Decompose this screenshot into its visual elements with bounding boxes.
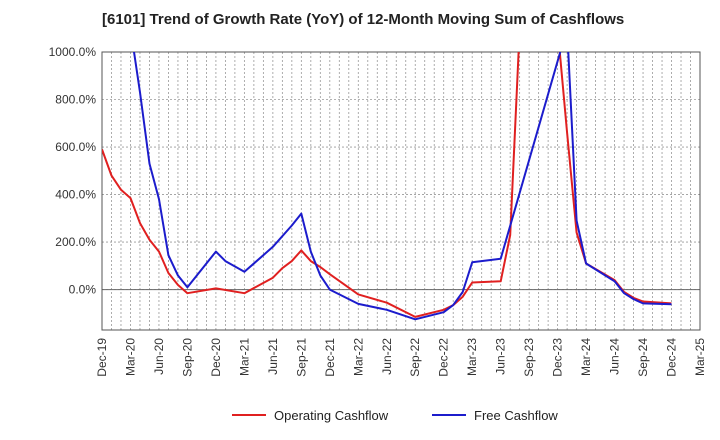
x-tick-label: Mar-21 <box>237 338 251 376</box>
x-tick-label: Mar-20 <box>123 338 137 376</box>
y-axis-ticks: 1000.0% 800.0% 600.0% 400.0% 200.0% 0.0% <box>49 45 97 297</box>
y-tick-label: 200.0% <box>55 235 96 249</box>
x-axis-ticks: Dec-19 Mar-20 Jun-20 Sep-20 Dec-20 Mar-21 Jun-… <box>95 338 707 377</box>
x-tick-label: Dec-23 <box>551 338 565 377</box>
x-tick-label: Dec-21 <box>323 338 337 377</box>
x-tick-label: Jun-21 <box>266 338 280 375</box>
legend-label: Free Cashflow <box>474 408 558 423</box>
x-tick-label: Dec-19 <box>95 338 109 377</box>
x-tick-label: Jun-22 <box>380 338 394 375</box>
x-tick-label: Sep-24 <box>636 338 650 377</box>
x-tick-label: Sep-22 <box>408 338 422 377</box>
x-tick-label: Sep-20 <box>180 338 194 377</box>
x-tick-label: Mar-22 <box>351 338 365 376</box>
x-tick-label: Sep-23 <box>522 338 536 377</box>
y-tick-label: 1000.0% <box>49 45 97 59</box>
series <box>102 52 672 321</box>
y-tick-label: 600.0% <box>55 140 96 154</box>
x-tick-label: Mar-25 <box>693 338 707 376</box>
x-tick-label: Sep-21 <box>294 338 308 377</box>
legend: Operating Cashflow Free Cashflow <box>232 408 558 423</box>
operating-cashflow-line <box>102 52 672 318</box>
x-tick-label: Jun-23 <box>494 338 508 375</box>
y-tick-label: 800.0% <box>55 93 96 107</box>
chart-title: [6101] Trend of Growth Rate (YoY) of 12-… <box>102 11 624 28</box>
x-tick-label: Dec-22 <box>437 338 451 377</box>
y-tick-label: 400.0% <box>55 188 96 202</box>
x-tick-label: Jun-24 <box>608 338 622 375</box>
x-tick-label: Mar-23 <box>465 338 479 376</box>
x-tick-label: Mar-24 <box>579 338 593 376</box>
free-cashflow-line <box>133 52 672 321</box>
y-tick-label: 0.0% <box>69 283 97 297</box>
x-tick-label: Dec-24 <box>665 338 679 377</box>
plot-area <box>101 51 701 331</box>
legend-label: Operating Cashflow <box>274 408 389 423</box>
x-tick-label: Dec-20 <box>209 338 223 377</box>
grid <box>102 51 700 330</box>
x-tick-label: Jun-20 <box>152 338 166 375</box>
